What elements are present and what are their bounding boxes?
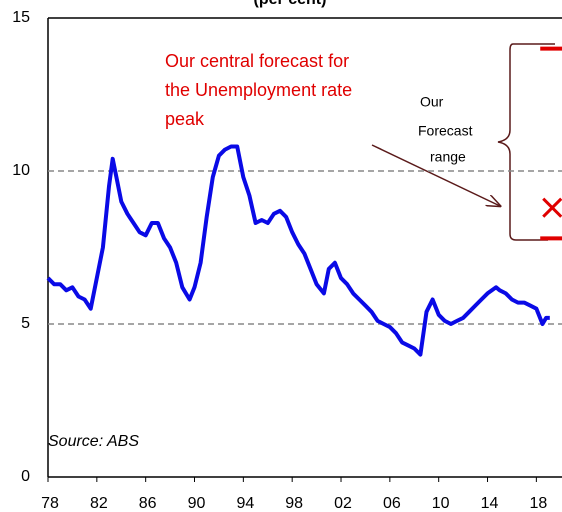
forecast-note: the Unemployment rate: [165, 80, 352, 100]
x-tick-label: 14: [481, 495, 499, 512]
x-tick-label: 78: [41, 495, 59, 512]
forecast-note: Our central forecast for: [165, 51, 349, 71]
x-tick-label: 10: [432, 495, 450, 512]
chart-title: (per cent): [254, 0, 327, 8]
y-tick-label: 10: [12, 162, 30, 179]
range-note: range: [430, 149, 466, 165]
data-line: [46, 144, 550, 357]
range-note: Our: [420, 94, 444, 110]
forecast-note: peak: [165, 109, 205, 129]
x-tick-label: 98: [285, 495, 303, 512]
y-tick-label: 5: [21, 315, 30, 332]
x-tick-label: 86: [139, 495, 157, 512]
forecast-brace: [497, 43, 555, 241]
arrow: [371, 144, 500, 206]
y-tick-label: 15: [12, 9, 30, 26]
x-tick-label: 18: [529, 495, 547, 512]
x-tick-label: 90: [188, 495, 206, 512]
forecast-central: [542, 197, 562, 218]
x-tick-label: 94: [236, 495, 254, 512]
x-tick-label: 82: [90, 495, 108, 512]
y-tick-label: 0: [21, 468, 30, 485]
x-tick-label: 02: [334, 495, 352, 512]
x-tick-label: 06: [383, 495, 401, 512]
range-note: Forecast: [418, 123, 473, 139]
source: Source: ABS: [48, 433, 139, 450]
